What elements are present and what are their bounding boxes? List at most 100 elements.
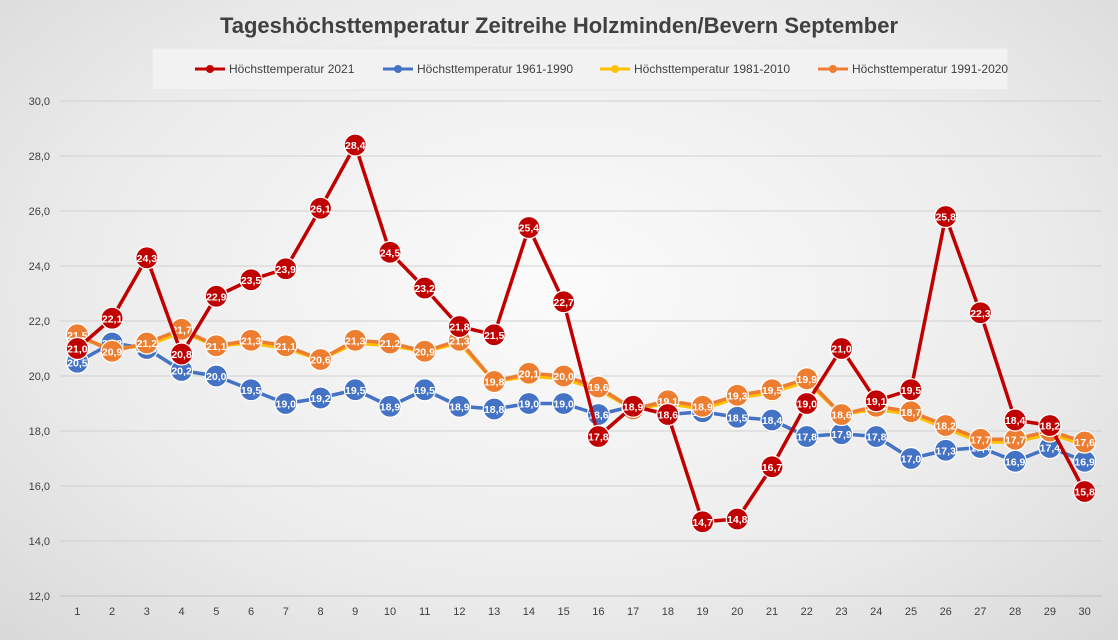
data-label: 16,9 [1074,456,1095,468]
data-point[interactable] [934,413,958,438]
data-point[interactable] [829,336,854,361]
x-tick-label: 10 [384,606,396,618]
data-point[interactable] [413,339,437,363]
data-point[interactable] [552,391,576,416]
data-label: 20,0 [206,371,227,383]
data-point[interactable] [274,391,298,416]
data-point[interactable] [1038,413,1062,438]
data-label: 19,0 [276,399,297,411]
x-tick-label: 30 [1079,606,1091,618]
data-point[interactable] [934,204,958,229]
data-point[interactable] [586,424,610,449]
data-point[interactable] [864,424,888,449]
x-tick-label: 22 [801,606,813,618]
y-axis-ticks: 12,0 14,0 16,0 18,0 20,0 22,0 24,0 26,0 28,0 30,0 [29,96,50,603]
data-point[interactable] [934,438,958,462]
data-point[interactable] [690,394,715,418]
data-point[interactable] [413,276,437,300]
data-point[interactable] [760,378,784,402]
data-point[interactable] [100,339,124,363]
data-point[interactable] [378,240,402,264]
legend-label: Höchsttemperatur 1981-2010 [634,62,790,76]
data-point[interactable] [482,397,506,421]
data-label: 19,9 [797,374,818,386]
data-point[interactable] [378,331,402,355]
data-label: 18,9 [380,401,401,413]
data-point[interactable] [725,507,749,531]
data-point[interactable] [204,284,228,308]
data-point[interactable] [725,383,749,407]
data-point[interactable] [482,323,506,347]
series-0: 21,0 22,1 24,3 20,8 22,9 23,5 23,9 26,1 28,4 24,5… [65,133,1097,534]
data-label: 19,0 [797,399,818,411]
data-point[interactable] [517,391,541,416]
data-point[interactable] [552,290,576,314]
data-point[interactable] [760,455,784,479]
legend-item[interactable]: Höchsttemperatur 2021 [195,62,355,76]
data-point[interactable] [239,268,263,292]
data-point[interactable] [690,510,715,534]
data-point[interactable] [829,402,854,427]
data-point[interactable] [135,331,159,355]
data-point[interactable] [274,334,298,358]
legend-item[interactable]: Höchsttemperatur 1991-2020 [818,62,1008,76]
data-point[interactable] [899,378,923,402]
data-label: 18,9 [623,401,644,413]
legend-item[interactable]: Höchsttemperatur 1981-2010 [600,62,790,76]
data-point[interactable] [968,427,993,451]
data-point[interactable] [343,378,367,402]
data-point[interactable] [1003,408,1027,432]
data-label: 24,3 [137,253,158,265]
x-tick-label: 18 [662,606,674,618]
data-point[interactable] [760,408,784,432]
data-point[interactable] [795,424,819,449]
data-point[interactable] [308,196,333,220]
legend-item[interactable]: Höchsttemperatur 1961-1990 [383,62,573,76]
data-point[interactable] [482,369,506,394]
data-point[interactable] [378,394,402,418]
data-point[interactable] [65,336,89,361]
data-point[interactable] [239,378,263,402]
data-point[interactable] [795,391,819,416]
data-point[interactable] [204,334,228,358]
data-label: 17,0 [901,454,922,466]
x-tick-label: 16 [592,606,604,618]
data-point[interactable] [552,364,576,388]
data-point[interactable] [795,367,819,391]
data-point[interactable] [239,328,263,352]
chart-title: Tageshöchsttemperatur Zeitreihe Holzmind… [220,13,899,38]
x-tick-label: 1 [74,606,80,618]
data-point[interactable] [656,402,680,427]
data-point[interactable] [1073,430,1097,454]
data-point[interactable] [343,328,367,352]
data-point[interactable] [343,133,367,157]
x-tick-label: 26 [940,606,952,618]
data-point[interactable] [274,257,298,281]
data-point[interactable] [413,378,437,402]
data-point[interactable] [968,301,993,325]
data-point[interactable] [308,347,333,372]
data-label: 21,1 [276,341,297,353]
data-point[interactable] [864,389,888,413]
data-point[interactable] [899,446,923,471]
data-point[interactable] [169,342,194,366]
data-point[interactable] [447,394,472,418]
data-point[interactable] [204,364,228,388]
data-point[interactable] [517,361,541,385]
data-label: 20,5 [67,357,88,369]
data-point[interactable] [308,386,333,410]
data-point[interactable] [621,394,645,418]
data-label: 14,7 [692,517,713,529]
data-point[interactable] [100,306,124,330]
data-point[interactable] [135,246,159,270]
data-point[interactable] [517,215,541,240]
data-label: 21,0 [831,344,852,356]
y-tick-label: 16,0 [29,481,50,493]
series-line [76,330,1086,447]
data-point[interactable] [1073,479,1097,504]
legend-swatch-marker [611,65,619,73]
x-tick-label: 4 [179,606,185,618]
data-point[interactable] [447,314,472,339]
data-label: 26,1 [310,203,331,215]
